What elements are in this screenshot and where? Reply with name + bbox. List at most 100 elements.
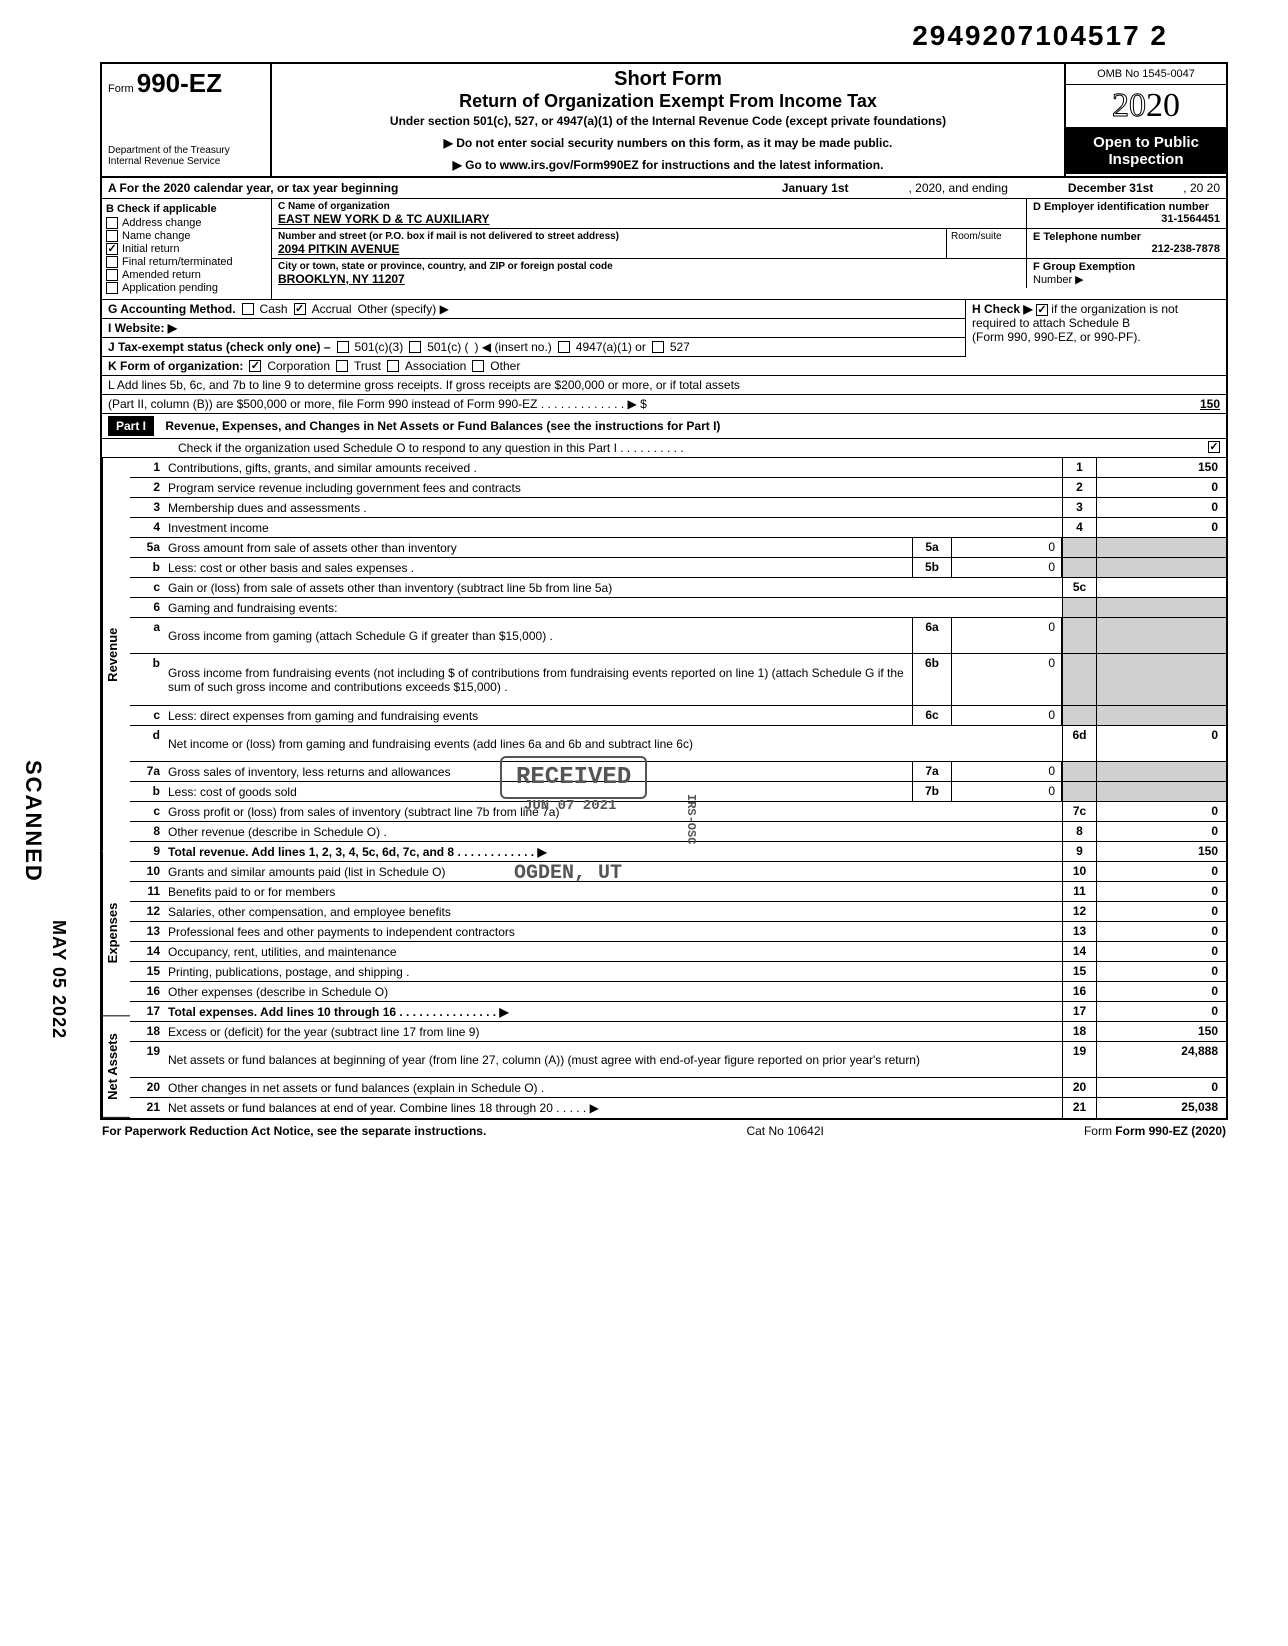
chk-527[interactable] bbox=[652, 341, 664, 353]
n10: 10 bbox=[130, 862, 164, 881]
chk-other[interactable] bbox=[472, 360, 484, 372]
n12: 12 bbox=[130, 902, 164, 921]
v3: 0 bbox=[1096, 498, 1226, 517]
v5c bbox=[1096, 578, 1226, 597]
t7a: Gross sales of inventory, less returns a… bbox=[164, 762, 912, 781]
c8: 8 bbox=[1062, 822, 1096, 841]
chk-accrual[interactable]: ✓ bbox=[294, 303, 306, 315]
t16: Other expenses (describe in Schedule O) bbox=[164, 982, 1062, 1001]
n5c: c bbox=[130, 578, 164, 597]
chk-501c3[interactable] bbox=[337, 341, 349, 353]
n8: 8 bbox=[130, 822, 164, 841]
lbl-corp: Corporation bbox=[267, 359, 330, 373]
chk-part1-scho[interactable]: ✓ bbox=[1208, 441, 1220, 453]
c-city-value: BROOKLYN, NY 11207 bbox=[278, 272, 1020, 286]
n3: 3 bbox=[130, 498, 164, 517]
part1-title: Revenue, Expenses, and Changes in Net As… bbox=[165, 419, 720, 433]
chk-corp[interactable]: ✓ bbox=[249, 360, 261, 372]
sh6b bbox=[1062, 654, 1096, 705]
h-suffix: if the organization is not bbox=[1051, 302, 1178, 316]
row-a-mid: , 2020, and ending bbox=[908, 181, 1007, 195]
t19: Net assets or fund balances at beginning… bbox=[164, 1042, 1062, 1077]
v21: 25,038 bbox=[1096, 1098, 1226, 1118]
s5b: 5b bbox=[912, 558, 952, 577]
lbl-527: 527 bbox=[670, 340, 690, 354]
c-street-label: Number and street (or P.O. box if mail i… bbox=[278, 231, 940, 242]
shv7b bbox=[1096, 782, 1226, 801]
t6: Gaming and fundraising events: bbox=[164, 598, 1062, 617]
n1: 1 bbox=[130, 458, 164, 477]
n14: 14 bbox=[130, 942, 164, 961]
t9: Total revenue. Add lines 1, 2, 3, 4, 5c,… bbox=[164, 842, 1062, 861]
s6c: 6c bbox=[912, 706, 952, 725]
chk-4947[interactable] bbox=[558, 341, 570, 353]
t3: Membership dues and assessments . bbox=[164, 498, 1062, 517]
lbl-name-change: Name change bbox=[122, 230, 191, 242]
t21: Net assets or fund balances at end of ye… bbox=[164, 1098, 1062, 1118]
v18: 150 bbox=[1096, 1022, 1226, 1041]
sv7b: 0 bbox=[952, 782, 1062, 801]
chk-address-change[interactable] bbox=[106, 217, 118, 229]
lbl-other: Other bbox=[490, 359, 520, 373]
c15: 15 bbox=[1062, 962, 1096, 981]
chk-cash[interactable] bbox=[242, 303, 254, 315]
row-a-begin: January 1st bbox=[782, 181, 849, 195]
sv6c: 0 bbox=[952, 706, 1062, 725]
t1: Contributions, gifts, grants, and simila… bbox=[164, 458, 1062, 477]
chk-name-change[interactable] bbox=[106, 230, 118, 242]
f-label2: Number ▶ bbox=[1033, 273, 1220, 286]
e-label: E Telephone number bbox=[1033, 231, 1220, 243]
col-b: B Check if applicable Address change Nam… bbox=[102, 199, 272, 299]
sv6a: 0 bbox=[952, 618, 1062, 653]
t11: Benefits paid to or for members bbox=[164, 882, 1062, 901]
shv5a bbox=[1096, 538, 1226, 557]
i-label: I Website: ▶ bbox=[108, 321, 177, 335]
c-city-label: City or town, state or province, country… bbox=[278, 261, 1020, 272]
s7a: 7a bbox=[912, 762, 952, 781]
title-short-form: Short Form bbox=[280, 68, 1056, 91]
chk-final-return[interactable] bbox=[106, 256, 118, 268]
c-name-label: C Name of organization bbox=[278, 201, 1020, 212]
chk-assoc[interactable] bbox=[387, 360, 399, 372]
h-check: H Check ▶ bbox=[972, 302, 1033, 316]
c-name-value: EAST NEW YORK D & TC AUXILIARY bbox=[278, 212, 1020, 226]
scanned-stamp: SCANNED bbox=[20, 760, 46, 883]
row-a-suffix: , 20 20 bbox=[1183, 181, 1220, 195]
shv7a bbox=[1096, 762, 1226, 781]
t15: Printing, publications, postage, and shi… bbox=[164, 962, 1062, 981]
n6: 6 bbox=[130, 598, 164, 617]
title-return: Return of Organization Exempt From Incom… bbox=[280, 91, 1056, 112]
lbl-501c3: 501(c)(3) bbox=[355, 340, 404, 354]
chk-trust[interactable] bbox=[336, 360, 348, 372]
lines-grid: Revenue Expenses Net Assets 1Contributio… bbox=[102, 458, 1226, 1118]
sv5a: 0 bbox=[952, 538, 1062, 557]
s6a: 6a bbox=[912, 618, 952, 653]
s5a: 5a bbox=[912, 538, 952, 557]
chk-pending[interactable] bbox=[106, 282, 118, 294]
form-container: Form 990-EZ Department of the Treasury I… bbox=[100, 62, 1228, 1120]
n6d: d bbox=[130, 726, 164, 761]
lbl-501c: 501(c) ( bbox=[427, 340, 468, 354]
inspection-label: Inspection bbox=[1068, 151, 1224, 168]
chk-h[interactable]: ✓ bbox=[1036, 304, 1048, 316]
lbl-accrual: Accrual bbox=[312, 302, 352, 316]
v1: 150 bbox=[1096, 458, 1226, 477]
chk-501c[interactable] bbox=[409, 341, 421, 353]
lbl-cash: Cash bbox=[260, 302, 288, 316]
n7a: 7a bbox=[130, 762, 164, 781]
footer-mid: Cat No 10642I bbox=[746, 1124, 823, 1138]
row-a-end: December 31st bbox=[1068, 181, 1153, 195]
form-header: Form 990-EZ Department of the Treasury I… bbox=[102, 64, 1226, 178]
shv6a bbox=[1096, 618, 1226, 653]
sh7b bbox=[1062, 782, 1096, 801]
t5c: Gain or (loss) from sale of assets other… bbox=[164, 578, 1062, 597]
lbl-assoc: Association bbox=[405, 359, 466, 373]
subtitle: Under section 501(c), 527, or 4947(a)(1)… bbox=[280, 114, 1056, 128]
chk-initial-return[interactable]: ✓ bbox=[106, 243, 118, 255]
chk-amended[interactable] bbox=[106, 269, 118, 281]
n19: 19 bbox=[130, 1042, 164, 1077]
t4: Investment income bbox=[164, 518, 1062, 537]
lbl-insertno: ) ◀ (insert no.) bbox=[475, 340, 552, 354]
t5a: Gross amount from sale of assets other t… bbox=[164, 538, 912, 557]
sh5b bbox=[1062, 558, 1096, 577]
